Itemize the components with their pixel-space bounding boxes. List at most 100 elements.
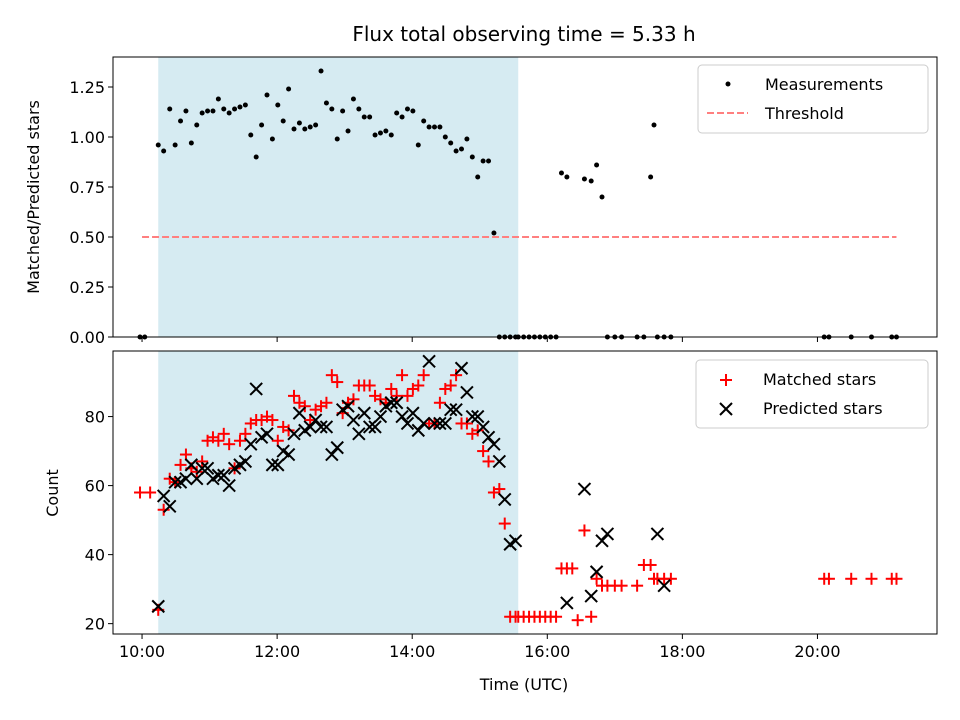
measurement-point xyxy=(415,142,421,148)
predicted-star-point xyxy=(260,427,274,441)
predicted-star-point xyxy=(577,482,592,496)
measurement-point xyxy=(388,132,394,138)
predicted-star-point xyxy=(314,420,328,434)
measurement-point xyxy=(410,108,416,114)
legend-matched-label: Matched stars xyxy=(763,370,876,389)
measurement-point xyxy=(188,140,194,146)
predicted-star-point xyxy=(384,396,398,410)
count-panel-frame xyxy=(112,350,938,635)
measurement-point xyxy=(264,92,270,98)
matched-star-point xyxy=(845,572,858,585)
measurement-point xyxy=(323,100,329,106)
measurement-point xyxy=(275,102,281,108)
predicted-star-point xyxy=(292,406,307,420)
matched-star-point xyxy=(822,572,835,585)
predicted-star-point xyxy=(427,416,442,431)
measurement-point xyxy=(269,136,275,142)
measurement-point xyxy=(588,178,594,184)
matched-star-point xyxy=(196,455,209,468)
x-tick-label: 16:00 xyxy=(524,642,570,661)
count-panel: 20 40 60 80 10:00 12:00 14:00 16:00 18:00 20:00 C… xyxy=(43,350,938,694)
matched-star-point xyxy=(266,414,279,427)
matched-star-point xyxy=(590,572,603,585)
measurement-point xyxy=(564,174,570,180)
measurement-point xyxy=(205,108,211,114)
measurement-point xyxy=(237,104,243,110)
predicted-star-point xyxy=(287,427,301,441)
y-tick-label: 0.00 xyxy=(69,328,105,347)
matched-star-point xyxy=(477,445,490,458)
predicted-star-point xyxy=(271,458,285,472)
measurement-point xyxy=(453,148,459,154)
chart-title: Flux total observing time = 5.33 h xyxy=(352,22,695,46)
predicted-star-point xyxy=(481,430,496,444)
measurement-point xyxy=(594,162,600,168)
measurement-point xyxy=(486,158,492,164)
legend-measurements-marker xyxy=(725,81,731,87)
predicted-star-point xyxy=(443,402,458,417)
measurement-point xyxy=(648,174,654,180)
predicted-star-point xyxy=(650,527,665,541)
measurement-point xyxy=(302,126,308,132)
count-axis-ticks: 20 40 60 80 10:00 12:00 14:00 16:00 18:00 20:00 xyxy=(85,408,841,661)
measurement-point xyxy=(367,114,373,120)
predicted-star-point xyxy=(357,406,371,420)
measurement-point xyxy=(313,122,319,128)
matched-star-point xyxy=(471,424,484,437)
matched-star-point xyxy=(134,486,147,499)
measurement-point xyxy=(431,124,437,130)
predicted-star-point xyxy=(265,458,280,472)
legend-measurements-label: Measurements xyxy=(765,75,883,94)
predicted-star-point xyxy=(244,437,258,451)
measurement-point xyxy=(599,194,605,200)
matched-star-point xyxy=(144,486,157,499)
predicted-star-point xyxy=(373,409,388,424)
measurement-point xyxy=(448,140,454,146)
predicted-star-point xyxy=(330,440,344,455)
matched-star-point xyxy=(585,610,598,623)
predicted-star-point xyxy=(508,534,523,548)
count-legend-box xyxy=(695,359,929,429)
matched-star-point xyxy=(664,572,677,585)
predicted-star-point xyxy=(303,420,317,434)
measurement-point xyxy=(291,126,297,132)
predicted-star-point xyxy=(238,454,253,469)
predicted-star-point xyxy=(584,589,598,603)
measurement-point xyxy=(221,106,227,112)
legend-predicted-marker xyxy=(719,402,733,416)
measurement-point xyxy=(167,106,173,112)
predicted-star-point xyxy=(168,475,182,489)
measurement-point xyxy=(475,174,481,180)
measurement-point xyxy=(155,142,161,148)
measurement-point xyxy=(253,154,259,160)
measurement-point xyxy=(356,106,362,112)
matched-star-point xyxy=(233,434,246,447)
predicted-star-point xyxy=(471,409,485,424)
predicted-star-point xyxy=(595,534,609,548)
matched-star-point xyxy=(390,389,403,402)
x-tick-label: 12:00 xyxy=(254,642,300,661)
y-tick-label: 0.25 xyxy=(69,278,105,297)
ratio-y-axis-label: Matched/Predicted stars xyxy=(24,100,43,294)
count-legend: Matched stars Predicted stars xyxy=(695,359,929,429)
predicted-star-point xyxy=(352,427,366,441)
predicted-star-point xyxy=(200,461,215,476)
matched-star-point xyxy=(396,369,409,382)
matched-star-point xyxy=(482,455,495,468)
predicted-star-point xyxy=(190,471,204,486)
measurement-point xyxy=(651,122,657,128)
measurement-point xyxy=(194,122,200,128)
predicted-star-point xyxy=(156,489,171,503)
matched-star-point xyxy=(444,379,457,392)
predicted-star-point xyxy=(211,468,226,482)
y-tick-label: 0.75 xyxy=(69,178,105,197)
y-tick-label: 40 xyxy=(85,546,105,565)
measurement-point xyxy=(307,124,313,130)
measurement-point xyxy=(437,124,443,130)
count-series xyxy=(134,354,903,627)
matched-star-point xyxy=(401,389,414,402)
predicted-star-point xyxy=(487,437,501,451)
y-tick-label: 20 xyxy=(85,615,105,634)
predicted-star-point xyxy=(400,416,415,431)
measurement-point xyxy=(426,124,432,130)
